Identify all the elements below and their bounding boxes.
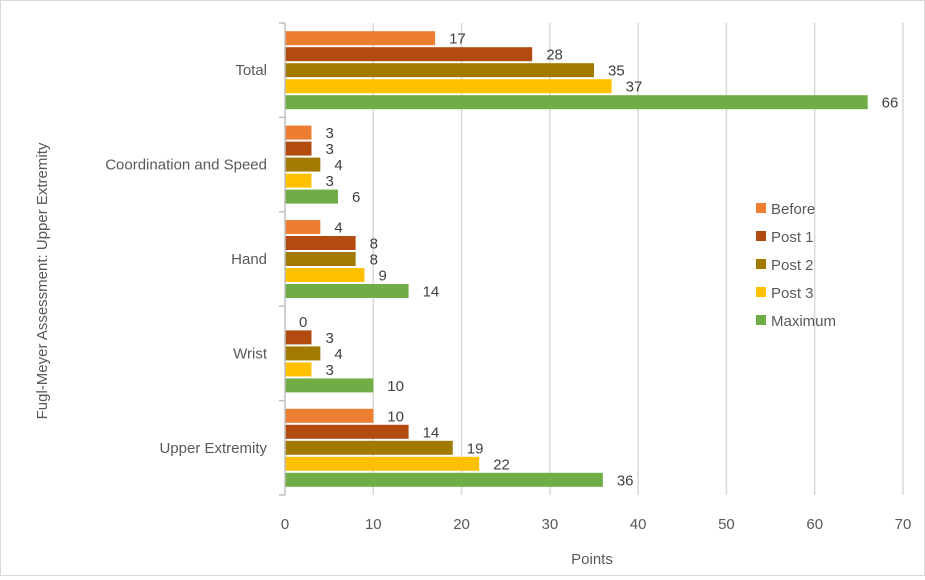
bar	[285, 346, 321, 361]
data-label: 14	[423, 284, 440, 301]
legend-swatch	[756, 315, 766, 325]
legend-label: Maximum	[771, 313, 836, 330]
data-label: 3	[325, 330, 333, 347]
category-label: Coordination and Speed	[105, 157, 267, 174]
data-label: 9	[378, 268, 386, 285]
category-label: Wrist	[233, 345, 268, 362]
x-tick-label: 0	[281, 516, 289, 533]
data-label: 14	[423, 424, 440, 441]
bar	[285, 284, 409, 298]
x-tick-label: 60	[806, 516, 823, 533]
data-label: 28	[546, 47, 563, 64]
data-label: 66	[882, 95, 899, 112]
x-tick-label: 20	[453, 516, 470, 533]
bar	[285, 79, 612, 94]
x-tick-label: 30	[542, 516, 559, 533]
bars	[285, 31, 868, 487]
bar	[285, 157, 321, 172]
bar	[285, 440, 453, 455]
legend-swatch	[756, 287, 766, 297]
data-label: 0	[299, 314, 307, 331]
bar	[285, 31, 436, 46]
x-tick-label: 50	[718, 516, 735, 533]
legend-swatch	[756, 231, 766, 241]
data-label: 3	[325, 125, 333, 142]
category-label: Total	[235, 62, 267, 79]
bar	[285, 125, 312, 140]
data-label: 4	[334, 157, 342, 174]
bar	[285, 378, 374, 393]
bar	[285, 252, 356, 266]
data-label: 10	[387, 408, 404, 425]
data-label: 4	[334, 220, 342, 237]
data-label: 8	[370, 236, 378, 253]
bar	[285, 47, 533, 62]
data-label: 4	[334, 346, 342, 363]
data-label: 22	[493, 456, 510, 473]
bar	[285, 472, 603, 487]
data-label: 6	[352, 189, 360, 206]
x-tick-label: 70	[895, 516, 912, 533]
bar	[285, 236, 356, 250]
y-axis-title: Fugl-Meyer Assessment: Upper Extremity	[34, 142, 51, 419]
legend: Before Post 1 Post 2 Post 3 Maximum	[756, 201, 836, 330]
x-axis-title: Points	[571, 551, 613, 568]
bar	[285, 330, 312, 345]
data-label: 3	[325, 141, 333, 158]
x-tick-label: 40	[630, 516, 647, 533]
legend-swatch	[756, 203, 766, 213]
bar	[285, 424, 409, 439]
data-label: 19	[467, 440, 484, 457]
bar	[285, 95, 868, 110]
bar	[285, 173, 312, 188]
category-label: Hand	[231, 251, 267, 268]
legend-label: Before	[771, 201, 815, 218]
bar	[285, 63, 594, 78]
data-label: 8	[370, 252, 378, 269]
bar	[285, 268, 365, 282]
bar	[285, 408, 374, 423]
category-label: Upper Extremity	[159, 440, 267, 457]
bar	[285, 362, 312, 377]
data-label: 3	[325, 362, 333, 379]
data-label: 17	[449, 31, 466, 48]
legend-label: Post 1	[771, 229, 814, 246]
data-label: 37	[626, 79, 643, 96]
bar	[285, 456, 480, 471]
legend-swatch	[756, 259, 766, 269]
bar	[285, 189, 338, 204]
x-tick-label: 10	[365, 516, 382, 533]
data-label: 35	[608, 63, 625, 80]
data-label: 3	[325, 173, 333, 190]
bar	[285, 220, 321, 234]
data-label: 36	[617, 472, 634, 489]
legend-label: Post 3	[771, 285, 814, 302]
legend-label: Post 2	[771, 257, 814, 274]
data-label: 10	[387, 378, 404, 395]
bar	[285, 141, 312, 156]
